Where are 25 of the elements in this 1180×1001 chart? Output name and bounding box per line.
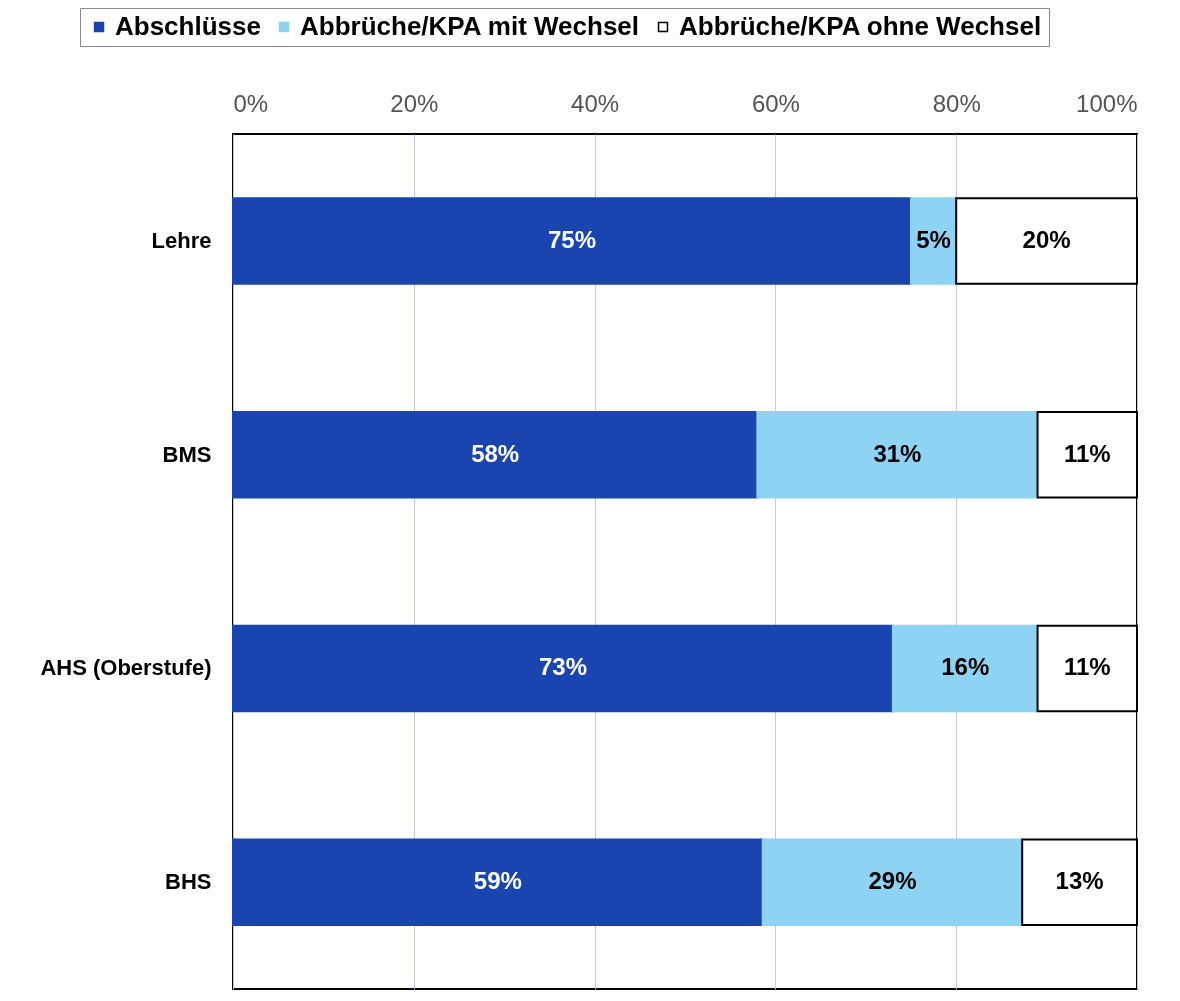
- legend-label: Abbrüche/KPA mit Wechsel: [300, 11, 640, 41]
- data-label: 29%: [868, 867, 917, 895]
- legend-label: Abbrüche/KPA ohne Wechsel: [679, 11, 1042, 41]
- x-tick-label: 80%: [932, 89, 981, 117]
- data-label: 11%: [1063, 439, 1111, 467]
- legend-label: Abschlüsse: [115, 11, 261, 41]
- data-label: 16%: [941, 653, 990, 681]
- x-tick-label: 100%: [1076, 89, 1138, 117]
- data-label: 73%: [538, 653, 587, 681]
- x-tick-label: 40%: [571, 89, 620, 117]
- data-label: 75%: [547, 225, 597, 253]
- data-label: 13%: [1055, 867, 1104, 895]
- data-label: 20%: [1022, 225, 1071, 253]
- data-label: 31%: [873, 439, 922, 467]
- y-tick-label: BMS: [162, 441, 212, 467]
- x-tick-label: 60%: [751, 89, 800, 117]
- data-label: 11%: [1063, 653, 1111, 681]
- data-label: 59%: [473, 867, 522, 895]
- y-tick-label: BHS: [165, 869, 212, 895]
- y-tick-label: AHS (Oberstufe): [40, 655, 212, 681]
- y-tick-label: Lehre: [151, 227, 212, 253]
- data-label: 5%: [916, 225, 951, 253]
- data-label: 58%: [471, 439, 520, 467]
- x-tick-label: 0%: [233, 89, 269, 117]
- x-tick-label: 20%: [390, 89, 439, 117]
